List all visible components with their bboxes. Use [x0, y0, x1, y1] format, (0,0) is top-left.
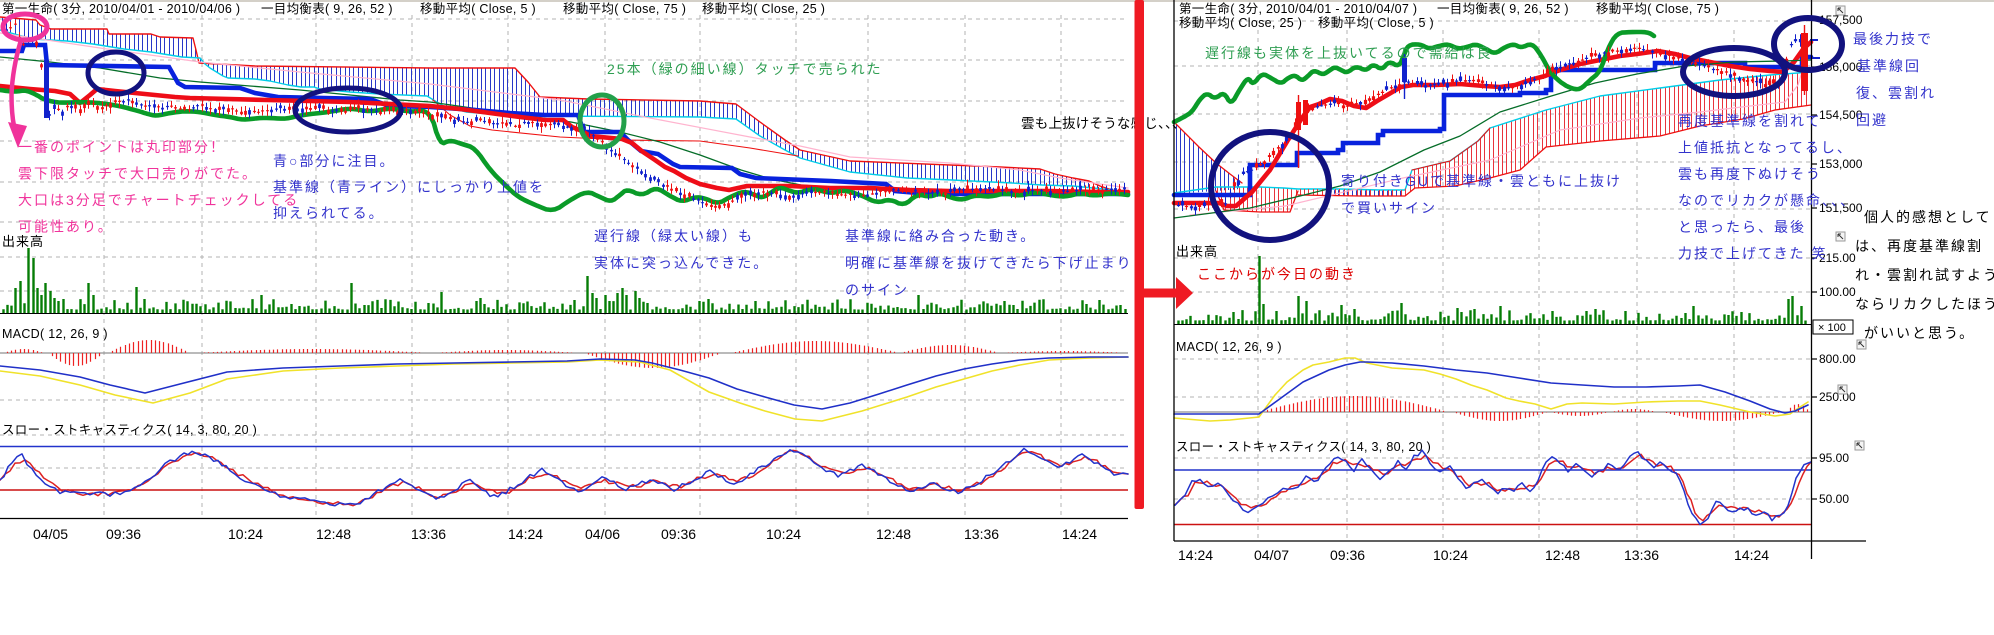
svg-text:個人的感想として: 個人的感想として [1864, 209, 1992, 225]
svg-text:50.00: 50.00 [1819, 492, 1849, 506]
svg-text:移動平均( Close, 75 ): 移動平均( Close, 75 ) [1596, 2, 1719, 16]
svg-text:12:48: 12:48 [1545, 547, 1580, 563]
svg-text:と思ったら、最後: と思ったら、最後 [1678, 219, 1806, 235]
svg-text:移動平均( Close, 25 ): 移動平均( Close, 25 ) [702, 2, 825, 16]
svg-text:09:36: 09:36 [661, 526, 696, 542]
svg-text:雲下限タッチで大口売りがでた。: 雲下限タッチで大口売りがでた。 [18, 166, 258, 182]
svg-text:基準線に絡み合った動き。: 基準線に絡み合った動き。 [845, 228, 1036, 244]
svg-text:がいいと思う。: がいいと思う。 [1864, 325, 1975, 341]
svg-text:なのでリカクが懸命、、、: なのでリカクが懸命、、、 [1678, 193, 1856, 209]
svg-text:寄り付きGUで基準線・雲ともに上抜け: 寄り付きGUで基準線・雲ともに上抜け [1341, 173, 1622, 189]
svg-text:MACD( 12, 26, 9 ): MACD( 12, 26, 9 ) [2, 327, 108, 341]
svg-text:基準線回: 基準線回 [1857, 58, 1921, 74]
svg-text:12:48: 12:48 [876, 526, 911, 542]
svg-text:上値抵抗となってるし、: 上値抵抗となってるし、 [1678, 140, 1853, 156]
svg-text:04/07: 04/07 [1254, 547, 1289, 563]
svg-text:抑えられてる。: 抑えられてる。 [273, 205, 385, 221]
svg-text:青○部分に注目。: 青○部分に注目。 [273, 153, 395, 169]
svg-text:明確に基準線を抜けてきたら下げ止まり: 明確に基準線を抜けてきたら下げ止まり [845, 255, 1133, 271]
svg-text:12:48: 12:48 [316, 526, 351, 542]
svg-text:で買いサイン: で買いサイン [1341, 200, 1437, 216]
svg-text:再度基準線を割れて: 再度基準線を割れて [1678, 113, 1822, 129]
svg-text:回避: 回避 [1856, 112, 1888, 128]
svg-text:大口は3分足でチャートチェックしてる: 大口は3分足でチャートチェックしてる [18, 192, 299, 208]
svg-text:一目均衡表( 9, 26, 52 ): 一目均衡表( 9, 26, 52 ) [1437, 2, 1569, 16]
svg-text:移動平均( Close, 5 ): 移動平均( Close, 5 ) [420, 2, 536, 16]
svg-text:一番のポイントは丸印部分！: 一番のポイントは丸印部分！ [18, 139, 226, 155]
svg-text:153,000: 153,000 [1819, 157, 1863, 171]
svg-text:移動平均( Close, 25 ): 移動平均( Close, 25 ) [1179, 16, 1302, 30]
svg-text:MACD( 12, 26, 9 ): MACD( 12, 26, 9 ) [1176, 340, 1282, 354]
svg-text:154,500: 154,500 [1819, 108, 1863, 122]
svg-text:215.00: 215.00 [1819, 251, 1856, 265]
svg-text:のサイン: のサイン [845, 282, 909, 298]
svg-text:04/05: 04/05 [33, 526, 68, 542]
svg-text:13:36: 13:36 [1624, 547, 1659, 563]
svg-text:25本（緑の細い線）タッチで売られた: 25本（緑の細い線）タッチで売られた [607, 61, 883, 77]
svg-text:× 100: × 100 [1818, 322, 1846, 334]
svg-text:基準線（青ライン）にしっかり上値を: 基準線（青ライン）にしっかり上値を [273, 179, 545, 195]
svg-text:力技で上げてきた 笑: 力技で上げてきた 笑 [1678, 246, 1827, 262]
svg-text:09:36: 09:36 [1330, 547, 1365, 563]
svg-text:遅行線も実体を上抜いてるので需給は良: 遅行線も実体を上抜いてるので需給は良 [1205, 45, 1493, 61]
svg-text:13:36: 13:36 [964, 526, 999, 542]
svg-text:出来高: 出来高 [1176, 244, 1218, 259]
svg-text:13:36: 13:36 [411, 526, 446, 542]
svg-text:復、雲割れ: 復、雲割れ [1856, 85, 1936, 101]
svg-text:出来高: 出来高 [2, 234, 44, 249]
svg-text:れ・雲割れ試すよう: れ・雲割れ試すよう [1855, 267, 1994, 283]
svg-text:14:24: 14:24 [1734, 547, 1769, 563]
svg-text:第一生命( 3分, 2010/04/01 - 2010/04: 第一生命( 3分, 2010/04/01 - 2010/04/07 ) [1179, 1, 1417, 16]
svg-text:10:24: 10:24 [228, 526, 263, 542]
svg-text:04/06: 04/06 [585, 526, 620, 542]
svg-text:一目均衡表( 9, 26, 52 ): 一目均衡表( 9, 26, 52 ) [261, 2, 393, 16]
svg-text:移動平均( Close, 75 ): 移動平均( Close, 75 ) [563, 2, 686, 16]
svg-text:100.00: 100.00 [1819, 285, 1856, 299]
svg-text:は、再度基準線割: は、再度基準線割 [1855, 238, 1983, 254]
svg-text:スロー・ストキャスティクス( 14, 3, 80, 20 ): スロー・ストキャスティクス( 14, 3, 80, 20 ) [1176, 440, 1431, 454]
svg-text:800.00: 800.00 [1819, 352, 1856, 366]
svg-text:遅行線（緑太い線）も: 遅行線（緑太い線）も [594, 228, 754, 244]
svg-text:実体に突っ込んできた。: 実体に突っ込んできた。 [594, 255, 769, 271]
svg-text:ならリカクしたほう: ならリカクしたほう [1855, 296, 1994, 312]
svg-text:14:24: 14:24 [1178, 547, 1213, 563]
svg-text:最後力技で: 最後力技で [1853, 31, 1933, 47]
svg-text:09:36: 09:36 [106, 526, 141, 542]
svg-text:151,500: 151,500 [1819, 201, 1863, 215]
svg-text:第一生命( 3分, 2010/04/01 - 2010/04: 第一生命( 3分, 2010/04/01 - 2010/04/06 ) [2, 1, 240, 16]
svg-text:95.00: 95.00 [1819, 451, 1849, 465]
svg-text:スロー・ストキャスティクス( 14, 3, 80, 20 ): スロー・ストキャスティクス( 14, 3, 80, 20 ) [2, 423, 257, 437]
svg-text:可能性あり。: 可能性あり。 [18, 219, 114, 235]
svg-text:14:24: 14:24 [508, 526, 543, 542]
svg-text:14:24: 14:24 [1062, 526, 1097, 542]
svg-text:10:24: 10:24 [1433, 547, 1468, 563]
svg-text:ここからが今日の動き: ここからが今日の動き [1197, 266, 1357, 282]
svg-text:雲も再度下ぬけそう: 雲も再度下ぬけそう [1678, 166, 1822, 182]
svg-text:10:24: 10:24 [766, 526, 801, 542]
svg-text:雲も上抜けそうな感じ、、、: 雲も上抜けそうな感じ、、、 [1021, 115, 1186, 131]
svg-text:移動平均( Close, 5 ): 移動平均( Close, 5 ) [1318, 16, 1434, 30]
